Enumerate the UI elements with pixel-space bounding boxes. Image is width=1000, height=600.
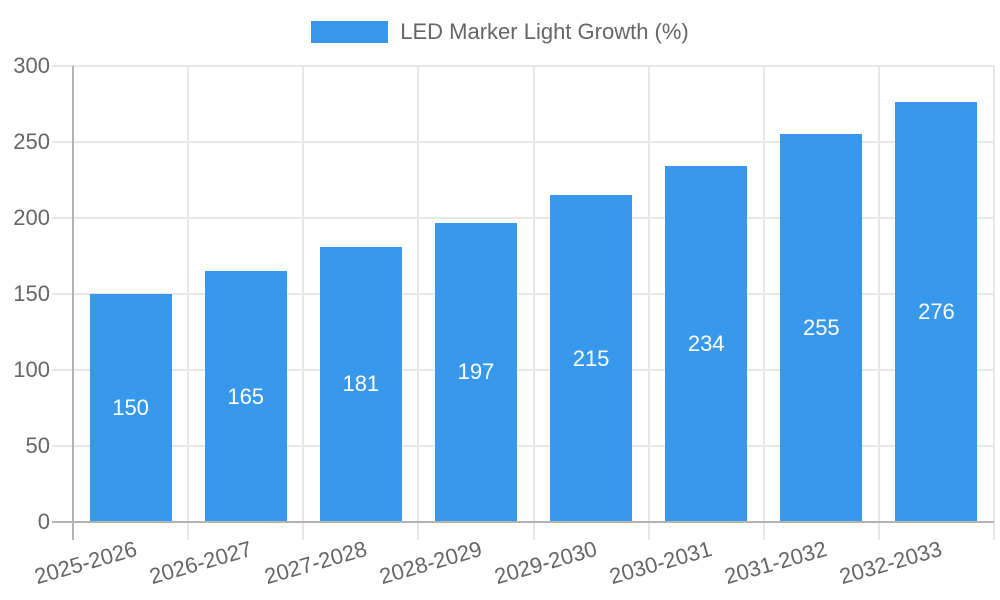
gridline-vertical [417, 66, 420, 540]
y-axis-line [72, 66, 74, 540]
gridline-horizontal [52, 141, 994, 143]
y-tick-label: 50 [25, 433, 50, 458]
y-tick-label: 200 [13, 205, 50, 230]
y-tick-label: 100 [13, 357, 50, 382]
bar[interactable]: 165 [204, 271, 287, 522]
bar-value-label: 165 [227, 383, 265, 409]
gridline-horizontal [52, 369, 994, 371]
bar[interactable]: 150 [89, 294, 172, 522]
gridline-vertical [532, 66, 535, 540]
bar-value-label: 276 [918, 299, 955, 325]
bar[interactable]: 276 [895, 102, 978, 522]
legend-item[interactable]: LED Marker Light Growth (%) [311, 20, 689, 44]
gridline-vertical [877, 66, 880, 540]
gridline-horizontal [52, 217, 994, 219]
bar[interactable]: 234 [665, 166, 748, 522]
bar-value-label: 255 [802, 315, 840, 341]
gridline-vertical [762, 66, 765, 540]
bar[interactable]: 215 [550, 195, 633, 522]
legend-label: LED Marker Light Growth (%) [400, 19, 689, 44]
gridline-vertical [993, 66, 995, 540]
legend-swatch-icon [311, 21, 389, 43]
bar-value-label: 234 [687, 331, 725, 357]
bar[interactable]: 181 [319, 246, 402, 522]
y-tick-label: 0 [37, 509, 50, 534]
gridline-horizontal [52, 65, 994, 67]
bar-value-label: 197 [457, 359, 495, 385]
y-tick-label: 250 [13, 129, 50, 154]
bar[interactable]: 255 [780, 134, 863, 522]
chart-legend: LED Marker Light Growth (%) [0, 20, 1000, 44]
gridline-vertical [187, 66, 190, 540]
gridline-horizontal [52, 293, 994, 295]
y-tick-label: 150 [13, 281, 50, 306]
gridline-vertical [647, 66, 650, 540]
gridline-horizontal [52, 445, 994, 447]
bar-value-label: 150 [112, 395, 149, 420]
gridline-vertical [302, 66, 305, 540]
y-tick-label: 300 [13, 53, 50, 78]
bar-value-label: 215 [572, 345, 610, 371]
bar[interactable]: 197 [434, 222, 517, 522]
bar-value-label: 181 [342, 371, 380, 397]
x-axis-line [52, 521, 994, 523]
